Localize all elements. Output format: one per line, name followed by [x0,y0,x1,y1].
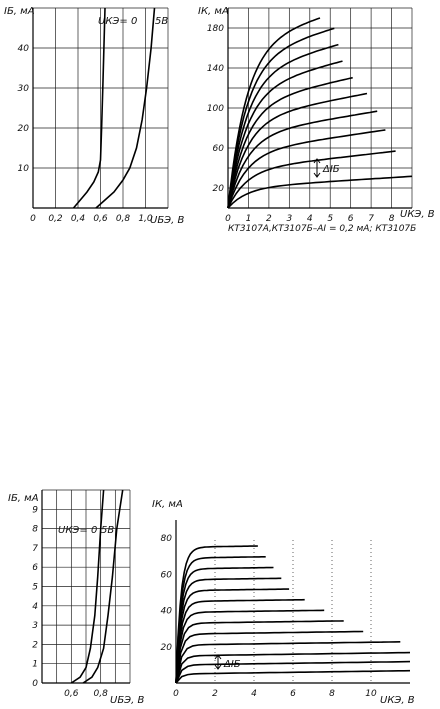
chart4-xtick-5: 10 [365,689,377,699]
chart2-curve-2 [227,129,386,209]
chart4-curve-1 [175,660,411,684]
chart4-xtick-3: 6 [290,689,296,699]
chart1-xlabel: UБЭ, В [150,215,185,226]
chart3-curve-0 [70,489,105,684]
chart3-ytick-0: 0 [32,679,38,689]
chart3-xtick-1: 0,8 [94,689,109,699]
chart2-xtick-6: 6 [348,214,354,224]
chart2-xtick-5: 5 [327,214,333,224]
chart4-curve-9 [175,577,282,684]
chart2-ylabel: IК, мА [198,6,229,17]
chart4-curve-12 [175,545,258,684]
chart3-annotation-5v: 5В [101,525,114,536]
chart3-ylabel: IБ, мА [8,493,39,504]
chart2-ytick-3: 140 [207,64,224,74]
chart4-xlabel: UКЭ, В [380,695,415,706]
chart3-ytick-5: 5 [32,583,38,593]
chart4-curve-4 [175,630,364,684]
chart1-xtick-2: 0,4 [71,214,86,224]
chart4-curve-10 [175,566,274,684]
chart4-curve-7 [175,598,305,684]
chart4-xtick-0: 0 [173,689,179,699]
chart2-xtick-0: 0 [225,214,231,224]
chart3-ytick-7: 7 [32,544,38,554]
chart1-ytick-2: 30 [18,84,30,94]
chart2-xtick-8: 8 [389,214,395,224]
chart4-xtick-2: 4 [251,689,257,699]
chart4-curve-2 [175,651,411,684]
chart3-ytick-4: 4 [32,602,38,612]
chart1-xtick-3: 0,6 [93,214,108,224]
chart2-curve-5 [227,76,353,209]
chart3-ytick-6: 6 [32,563,38,573]
chart-input-characteristic-top: IБ, мА UКЭ= 0 5В UБЭ, В 0 0,2 0,4 0,6 0,8 1,0… [4,6,185,226]
chart3-ytick-2: 2 [32,640,38,650]
chart2-xtick-2: 2 [266,214,272,224]
chart1-ytick-3: 40 [18,44,30,54]
chart1-xtick-1: 0,2 [48,214,63,224]
chart2-curve-7 [227,43,339,209]
chart4-ytick-1: 40 [161,607,173,617]
chart3-xtick-0: 0,6 [64,689,79,699]
chart2-annotation-delta-ib: ΔIБ [322,164,340,175]
chart4-xtick-4: 8 [329,689,335,699]
chart1-annotation-uke0: UКЭ= 0 [98,16,137,27]
chart2-curve-1 [227,150,396,209]
chart1-curve-0 [72,7,106,209]
chart1-annotation-5v: 5В [155,16,168,27]
chart2-curve-4 [227,92,368,209]
chart1-xtick-0: 0 [30,214,36,224]
chart2-ytick-2: 100 [207,104,224,114]
chart1-xtick-4: 0,8 [116,214,131,224]
chart4-curve-8 [175,588,290,684]
chart2-curve-3 [227,110,378,209]
chart2-curve-6 [227,60,343,209]
chart4-curve-11 [175,556,266,684]
chart3-ytick-1: 1 [32,660,38,670]
chart4-ylabel: IК, мА [152,499,183,510]
chart1-curve-1 [95,7,156,209]
chart4-xtick-1: 2 [212,689,218,699]
chart2-xtick-1: 1 [246,214,252,224]
chart1-ytick-0: 10 [18,164,30,174]
chart2-ytick-1: 60 [213,144,225,154]
chart1-ylabel: IБ, мА [4,6,35,17]
chart2-xtick-3: 3 [286,214,292,224]
chart2-ytick-0: 20 [213,184,225,194]
chart3-xlabel: UБЭ, В [110,695,145,706]
chart3-ytick-3: 3 [32,621,38,631]
chart4-curve-6 [175,609,325,684]
chart4-ytick-0: 20 [161,643,173,653]
chart3-ytick-8: 8 [32,525,38,535]
chart1-ytick-1: 20 [18,124,30,134]
chart2-curve-8 [227,27,335,209]
chart4-ytick-3: 80 [161,534,173,544]
chart3-ytick-9: 9 [32,505,38,515]
chart4-curve-0 [175,669,411,684]
chart2-xtick-4: 4 [307,214,313,224]
chart2-curve-0 [227,175,413,209]
chart1-xtick-5: 1,0 [138,214,153,224]
chart2-curve-9 [227,17,321,209]
chart-input-characteristic-bottom: IБ, мА UКЭ= 0 5В UБЭ, В 0,6 0,8 0 1 2 3 4 5 6 7 8 9 [8,489,145,706]
chart2-caption: КТ3107А,КТ3107Б–АI = 0,2 мА; КТ3107Б [228,224,416,234]
chart-output-characteristic-top: IК, мА ΔIБ UКЭ, В КТ3107А,КТ3107Б–АI = 0… [198,6,435,234]
chart3-annotation-uke0: UКЭ= 0 [58,525,97,536]
chart2-xtick-7: 7 [368,214,374,224]
chart4-curve-3 [175,641,401,684]
chart2-xlabel: UКЭ, В [400,209,435,220]
chart2-delta-arrows [313,158,321,178]
chart4-curve-5 [175,620,344,684]
chart4-delta-arrows [214,654,222,670]
chart3-curve-1 [82,489,124,684]
chart4-ytick-2: 60 [161,570,173,580]
chart2-ytick-4: 180 [207,24,224,34]
